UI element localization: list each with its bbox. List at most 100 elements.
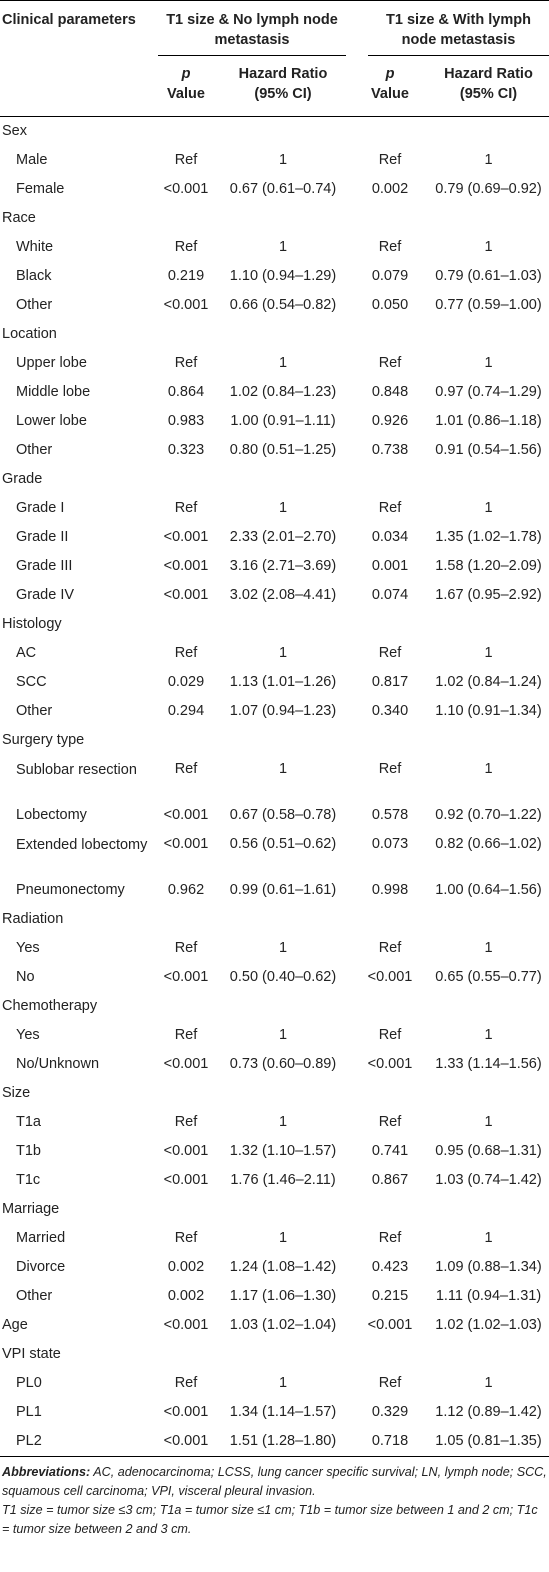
- category-label: Surgery type: [2, 732, 85, 748]
- p-value-no-ln: 0.002: [167, 1259, 205, 1275]
- hazard-ratio-with-ln: 1.01 (0.86–1.18): [435, 413, 542, 429]
- p-value-no-ln: <0.001: [163, 836, 209, 852]
- table-row: T1b <0.001 1.32 (1.10–1.57) 0.741 0.95 (0.68…: [0, 1137, 549, 1166]
- hazard-ratio-with-ln: 1.35 (1.02–1.78): [435, 529, 542, 545]
- hazard-ratio-with-ln: 1: [484, 645, 493, 661]
- parameter-label: Black: [16, 268, 52, 284]
- p-value-with-ln: Ref: [378, 355, 402, 371]
- parameter-label: Upper lobe: [16, 355, 87, 371]
- parameter-label: Female: [16, 181, 65, 197]
- table-footnote: Abbreviations: AC, adenocarcinoma; LCSS,…: [0, 1457, 549, 1539]
- p-value-with-ln: 0.998: [371, 882, 409, 898]
- category-row: Size: [0, 1079, 549, 1108]
- category-label: VPI state: [2, 1346, 61, 1362]
- hazard-ratio-no-ln: 1: [278, 355, 288, 371]
- p-value-with-ln: Ref: [378, 1027, 402, 1043]
- p-value-no-ln: Ref: [174, 152, 198, 168]
- parameter-label: PL1: [16, 1404, 42, 1420]
- p-value-with-ln: 0.002: [371, 181, 409, 197]
- hazard-ratio-header-1: Hazard Ratio (95% CI): [220, 64, 346, 104]
- hazard-ratio-no-ln: 0.99 (0.61–1.61): [229, 882, 337, 898]
- hazard-ratio-no-ln: 1: [278, 645, 288, 661]
- table-row: No <0.001 0.50 (0.40–0.62) <0.001 0.65 (0.55…: [0, 963, 549, 992]
- hazard-ratio-no-ln: 1: [278, 500, 288, 516]
- abbreviations-text: AC, adenocarcinoma; LCSS, lung cancer sp…: [2, 1465, 547, 1498]
- parameter-label: Male: [16, 152, 48, 168]
- hazard-ratio-no-ln: 1.17 (1.06–1.30): [229, 1288, 337, 1304]
- table-row: Grade III <0.001 3.16 (2.71–3.69) 0.001 1.58…: [0, 552, 549, 581]
- hazard-ratio-no-ln: 1.02 (0.84–1.23): [229, 384, 337, 400]
- hazard-ratio-with-ln: 1: [484, 1114, 493, 1130]
- p-value-no-ln: <0.001: [163, 1404, 209, 1420]
- abbreviations-label: Abbreviations:: [2, 1465, 91, 1479]
- p-value-no-ln: <0.001: [163, 181, 209, 197]
- p-value-no-ln: 0.323: [167, 442, 205, 458]
- p-value-no-ln: 0.294: [167, 703, 205, 719]
- hazard-ratio-no-ln: 0.56 (0.51–0.62): [229, 836, 337, 852]
- hazard-ratio-no-ln: 0.67 (0.58–0.78): [229, 807, 337, 823]
- table-row: Married Ref 1 Ref 1: [0, 1224, 549, 1253]
- category-row: Age <0.001 1.03 (1.02–1.04) <0.001 1.02 (1.0…: [0, 1311, 549, 1340]
- category-label: Radiation: [2, 911, 64, 927]
- clinical-parameters-header: Clinical parameters: [2, 12, 136, 28]
- parameter-label: Pneumonectomy: [16, 882, 125, 898]
- category-row: Radiation: [0, 905, 549, 934]
- header-row-groups: Clinical parameters T1 size & No lymph n…: [0, 1, 549, 58]
- hazard-ratio-no-ln: 1.24 (1.08–1.42): [229, 1259, 337, 1275]
- table-row: Middle lobe 0.864 1.02 (0.84–1.23) 0.848 0.9…: [0, 378, 549, 407]
- parameter-label: Other: [16, 1288, 53, 1304]
- p-value-no-ln: Ref: [174, 1114, 198, 1130]
- hazard-ratio-with-ln: 0.82 (0.66–1.02): [435, 836, 542, 852]
- table-row: Other 0.002 1.17 (1.06–1.30) 0.215 1.11 (0.9…: [0, 1282, 549, 1311]
- hazard-ratio-no-ln: 0.73 (0.60–0.89): [229, 1056, 337, 1072]
- p-value-with-ln: 0.926: [371, 413, 409, 429]
- p-value-with-ln: 0.738: [371, 442, 409, 458]
- table-row: Female <0.001 0.67 (0.61–0.74) 0.002 0.79 (0…: [0, 175, 549, 204]
- p-letter: p: [385, 66, 395, 82]
- hazard-ratio-no-ln: 3.16 (2.71–3.69): [229, 558, 337, 574]
- hazard-ratio-with-ln: 1: [484, 500, 493, 516]
- category-row: Chemotherapy: [0, 992, 549, 1021]
- p-value-no-ln: 0.029: [167, 674, 205, 690]
- parameter-label: Married: [16, 1230, 66, 1246]
- hazard-ratio-with-ln: 1: [484, 761, 493, 777]
- parameter-label: No/Unknown: [16, 1056, 100, 1072]
- hazard-ratio-no-ln: 1.34 (1.14–1.57): [229, 1404, 337, 1420]
- table-row: White Ref 1 Ref 1: [0, 233, 549, 262]
- parameter-label: Sublobar resection: [16, 762, 137, 778]
- table-row: Sublobar resection Ref 1 Ref 1: [0, 755, 549, 801]
- category-label: Age: [2, 1317, 28, 1333]
- p-value-no-ln: <0.001: [163, 587, 209, 603]
- p-value-no-ln: Ref: [174, 500, 198, 516]
- hazard-ratio-with-ln: 1.05 (0.81–1.35): [435, 1433, 542, 1449]
- table-body: Sex Male Ref 1 Ref 1 Female <0.001 0.67 (0.61–0.…: [0, 117, 549, 1456]
- p-value-with-ln: Ref: [378, 761, 402, 777]
- parameter-label: Lobectomy: [16, 807, 87, 823]
- hazard-ratio-with-ln: 1.12 (0.89–1.42): [435, 1404, 542, 1420]
- p-value-with-ln: 0.034: [371, 529, 409, 545]
- group-header-no-ln: T1 size & No lymph node metastasis: [166, 12, 338, 48]
- p-value-no-ln: <0.001: [163, 1143, 209, 1159]
- hazard-ratio-with-ln: 1.10 (0.91–1.34): [435, 703, 542, 719]
- parameter-label: Lower lobe: [16, 413, 87, 429]
- hr-line1: Hazard Ratio: [444, 66, 533, 82]
- parameter-label: SCC: [16, 674, 47, 690]
- parameter-label: AC: [16, 645, 37, 661]
- group-header-with-ln: T1 size & With lymph node metastasis: [386, 12, 531, 48]
- table-row: Grade I Ref 1 Ref 1: [0, 494, 549, 523]
- table-row: T1a Ref 1 Ref 1: [0, 1108, 549, 1137]
- table-row: Pneumonectomy 0.962 0.99 (0.61–1.61) 0.998 1…: [0, 876, 549, 905]
- parameter-label: T1c: [16, 1172, 41, 1188]
- p-word: Value: [371, 86, 409, 102]
- table-row: T1c <0.001 1.76 (1.46–2.11) 0.867 1.03 (0.74…: [0, 1166, 549, 1195]
- table-row: Black 0.219 1.10 (0.94–1.29) 0.079 0.79 (0.6…: [0, 262, 549, 291]
- p-value-with-ln: 0.867: [371, 1172, 409, 1188]
- p-value-with-ln: 0.050: [371, 297, 409, 313]
- hazard-ratio-no-ln: 1: [278, 152, 288, 168]
- category-row: VPI state: [0, 1340, 549, 1369]
- category-row: Surgery type: [0, 726, 549, 755]
- p-value-with-ln: 0.578: [371, 807, 409, 823]
- hazard-ratio-with-ln: 0.92 (0.70–1.22): [435, 807, 542, 823]
- parameter-label: T1b: [16, 1143, 41, 1159]
- hazard-ratio-with-ln: 1.58 (1.20–2.09): [435, 558, 542, 574]
